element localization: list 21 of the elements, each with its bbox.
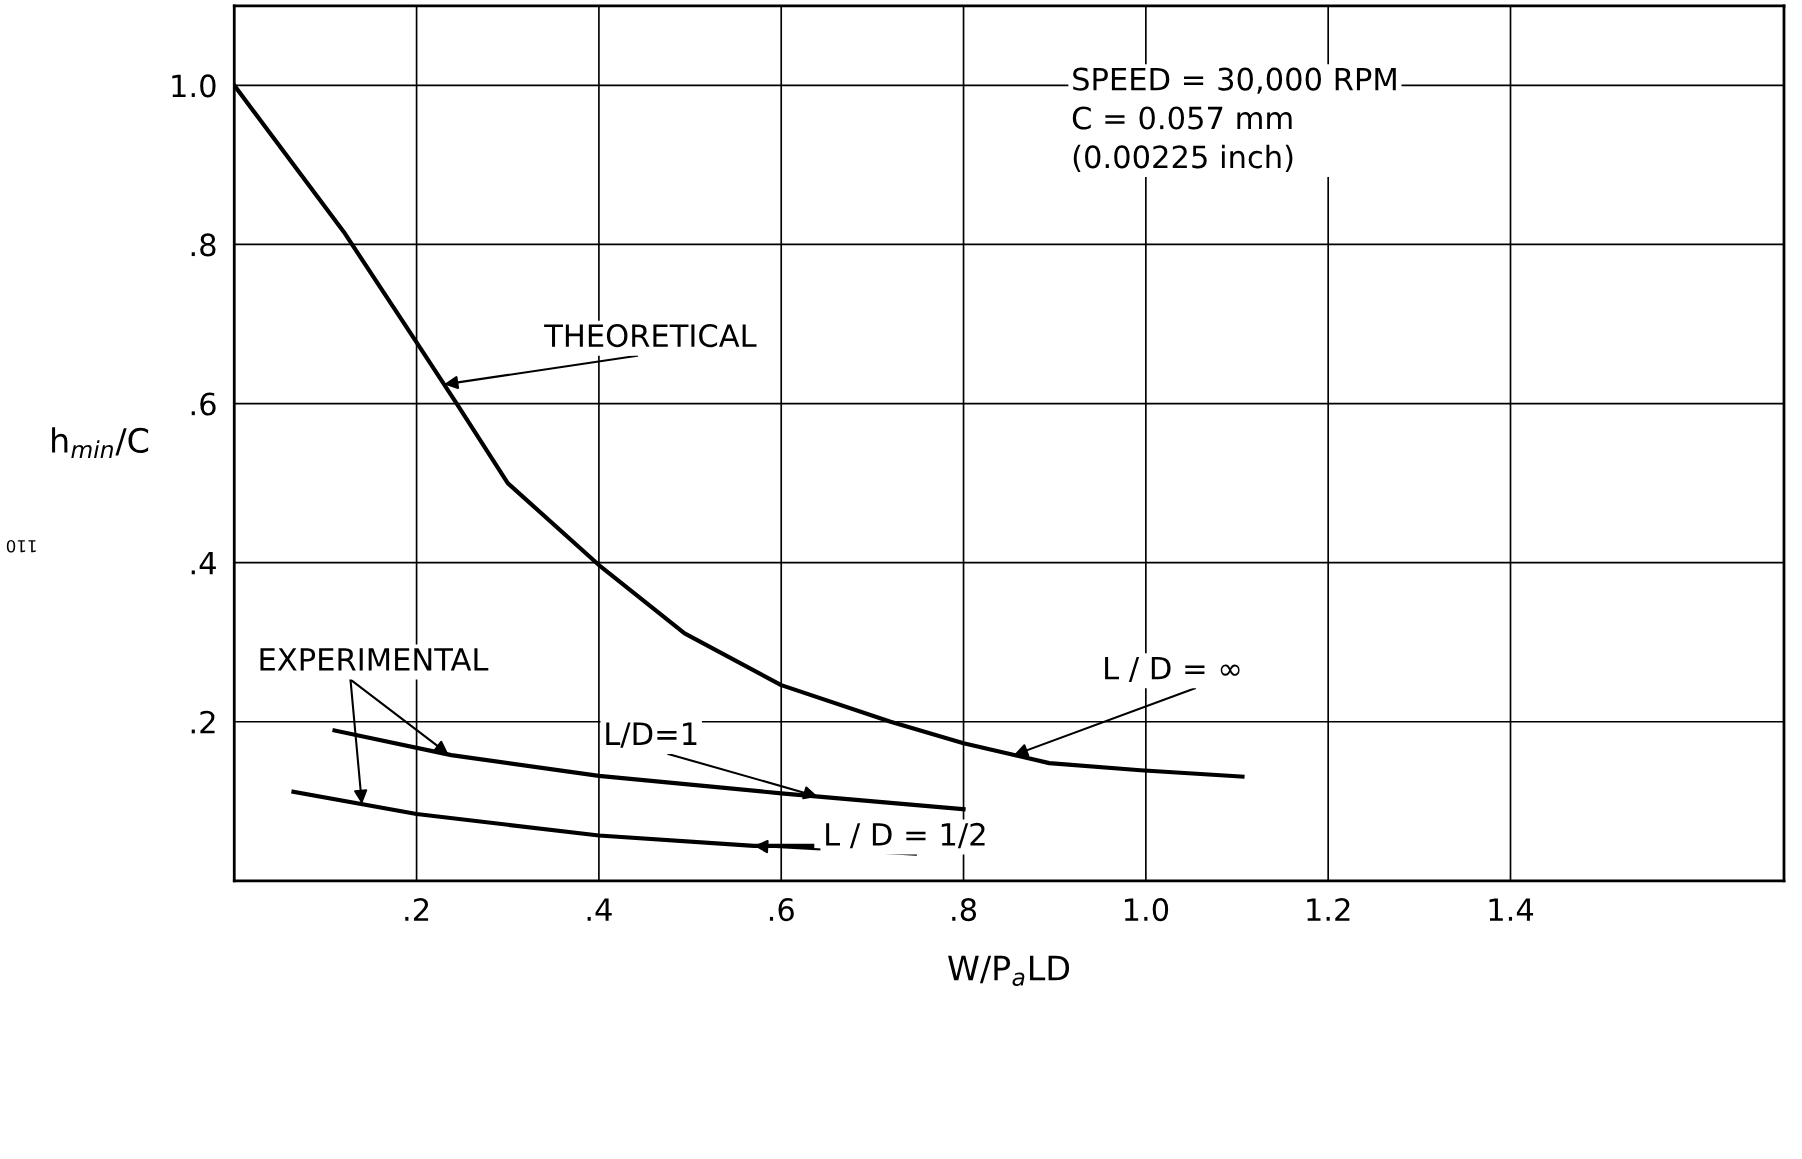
y-tick-label: .4	[191, 551, 216, 575]
y-tick-label: .2	[191, 710, 215, 734]
annotation: L/D=1	[606, 722, 697, 748]
x-tick-label: .8	[952, 898, 977, 922]
annotation: EXPERIMENTAL	[260, 648, 489, 671]
y-tick-label: .8	[191, 233, 216, 257]
x-tick-label: .4	[587, 898, 612, 921]
annotation: THEORETICAL	[544, 324, 757, 348]
y-tick-label: 1.0	[172, 74, 216, 98]
x-tick-label: 1.0	[1124, 898, 1169, 922]
x-tick-label: .2	[405, 898, 429, 921]
x-tick-label: .6	[769, 898, 794, 922]
text: 110	[6, 539, 36, 553]
annotation: L / D = ∞	[1105, 656, 1240, 683]
annotation: L / D = 1/2	[826, 822, 985, 849]
x-tick-label: 1.4	[1489, 898, 1534, 921]
y-axis-title: h$_{min}$/C	[52, 427, 149, 458]
x-tick-label: 1.2	[1307, 898, 1350, 921]
y-tick-label: .6	[191, 392, 216, 416]
annotation: SPEED = 30,000 RPM C = 0.057 mm (0.00225 inch)	[1072, 67, 1396, 173]
x-axis-title: W/P$_{a}$LD	[948, 955, 1070, 986]
